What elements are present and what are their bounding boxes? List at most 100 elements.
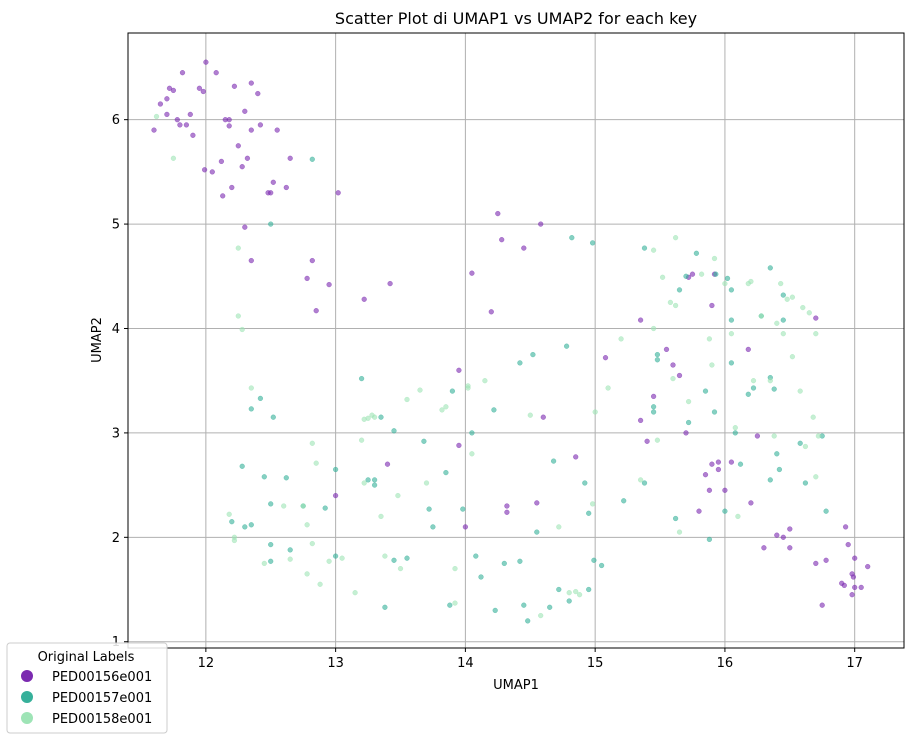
y-tick-label: 2 — [112, 531, 120, 546]
data-point — [683, 430, 689, 436]
x-tick-label: 14 — [457, 656, 474, 671]
data-point — [745, 346, 751, 353]
data-point — [591, 557, 597, 563]
x-tick-label: 15 — [587, 656, 604, 671]
data-point — [702, 472, 709, 478]
data-point — [358, 437, 365, 443]
data-point — [313, 460, 319, 466]
data-point — [417, 387, 423, 393]
data-point — [728, 360, 735, 366]
x-axis-ticks: 12 13 14 15 16 17 — [198, 648, 863, 671]
data-point — [242, 224, 248, 230]
data-point — [268, 221, 274, 227]
data-point — [304, 522, 310, 528]
data-point — [780, 534, 786, 540]
data-point — [387, 280, 393, 287]
legend-box — [6, 642, 168, 734]
data-point — [235, 313, 241, 319]
data-point — [713, 271, 719, 277]
data-point — [201, 167, 208, 173]
data-point — [737, 461, 744, 467]
data-point — [748, 278, 754, 285]
data-point — [449, 388, 456, 394]
data-point — [443, 404, 449, 410]
data-point — [538, 221, 544, 227]
data-point — [358, 375, 365, 382]
data-point — [235, 245, 241, 251]
data-point — [391, 428, 397, 434]
data-point — [841, 582, 847, 589]
data-point — [802, 480, 809, 486]
data-point — [767, 477, 773, 483]
data-point — [709, 461, 715, 467]
data-point — [469, 270, 475, 276]
data-point — [693, 250, 700, 256]
data-point — [605, 385, 611, 391]
data-point — [361, 480, 367, 486]
data-point — [268, 190, 274, 196]
data-point — [151, 127, 157, 133]
data-point — [750, 385, 757, 391]
data-point — [732, 425, 738, 431]
data-point — [728, 287, 735, 293]
data-point — [382, 604, 388, 610]
data-point — [517, 558, 523, 564]
data-point — [391, 557, 397, 563]
data-point — [371, 482, 378, 488]
data-point — [735, 513, 741, 520]
data-point — [287, 547, 293, 553]
data-point — [220, 193, 226, 199]
data-point — [644, 438, 650, 444]
data-point — [153, 113, 160, 120]
data-point — [670, 362, 676, 368]
data-point — [685, 419, 692, 426]
data-point — [257, 395, 264, 402]
data-point — [492, 607, 498, 614]
x-tick-label: 17 — [846, 656, 863, 671]
data-point — [268, 558, 274, 564]
data-point — [242, 524, 248, 530]
data-point — [819, 602, 825, 608]
data-point — [231, 537, 238, 544]
data-point — [556, 524, 562, 530]
data-point — [845, 541, 851, 548]
data-point — [326, 558, 332, 564]
data-point — [469, 451, 475, 457]
data-point — [654, 351, 661, 358]
data-point — [226, 511, 232, 517]
data-point — [732, 430, 738, 436]
data-point — [659, 274, 666, 280]
data-point — [281, 503, 287, 509]
y-tick-label: 4 — [112, 322, 120, 337]
data-point — [322, 505, 328, 511]
legend-label: PED00157e001 — [52, 691, 152, 706]
data-point — [774, 532, 780, 538]
data-point — [226, 123, 232, 129]
plot-frame — [127, 32, 905, 649]
data-point — [248, 385, 254, 391]
data-point — [724, 275, 731, 282]
data-point — [709, 362, 715, 368]
data-point — [771, 433, 777, 439]
y-axis-ticks: 123456 — [112, 113, 128, 650]
data-point — [852, 555, 858, 561]
data-point — [170, 155, 177, 161]
data-point — [573, 588, 579, 595]
data-point — [685, 398, 692, 405]
data-point — [190, 132, 196, 138]
data-point — [452, 600, 458, 606]
data-point — [778, 280, 784, 287]
data-point — [378, 414, 384, 420]
data-point — [706, 336, 713, 342]
data-point — [722, 508, 728, 514]
data-point — [213, 70, 219, 76]
data-point — [365, 415, 371, 421]
data-point — [287, 556, 293, 562]
data-point — [332, 466, 339, 473]
data-point — [183, 122, 190, 128]
data-point — [309, 156, 315, 162]
data-point — [566, 598, 572, 604]
data-point — [745, 391, 751, 397]
data-point — [641, 480, 648, 486]
x-tick-label: 12 — [198, 656, 215, 671]
